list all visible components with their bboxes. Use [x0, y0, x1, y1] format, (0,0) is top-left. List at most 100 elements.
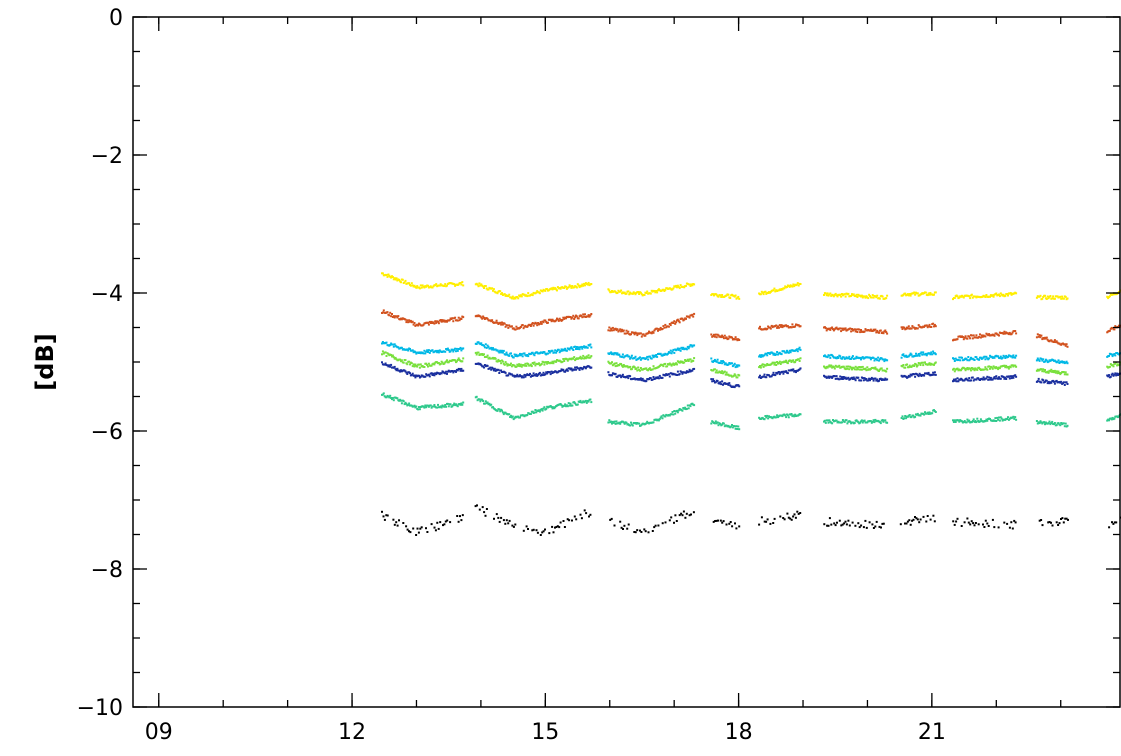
data-point: [388, 396, 391, 399]
data-point: [485, 508, 488, 510]
data-point: [397, 315, 400, 318]
data-point: [932, 371, 935, 374]
data-point: [924, 361, 926, 364]
data-point: [1041, 370, 1044, 373]
data-point: [477, 285, 480, 288]
data-point: [913, 291, 916, 294]
data-point: [953, 523, 956, 526]
data-point: [434, 320, 437, 323]
data-point: [536, 324, 539, 327]
data-point: [613, 420, 616, 423]
data-point: [455, 350, 457, 353]
data-point: [860, 524, 863, 527]
data-point: [505, 362, 508, 365]
data-point: [681, 372, 684, 375]
data-point: [584, 313, 586, 316]
data-point: [876, 378, 879, 381]
data-point: [529, 372, 531, 375]
data-point: [720, 360, 723, 363]
data-point: [395, 369, 398, 372]
data-point: [1108, 526, 1111, 529]
data-point: [404, 359, 407, 362]
data-point: [1036, 380, 1039, 383]
data-point: [456, 369, 459, 372]
data-point: [622, 421, 625, 424]
data-point: [1061, 517, 1064, 520]
data-point: [618, 353, 621, 356]
data-point: [504, 361, 507, 364]
data-point: [672, 348, 675, 351]
data-point: [632, 331, 635, 334]
data-point: [983, 368, 986, 371]
data-point: [867, 379, 870, 382]
data-point: [510, 325, 513, 328]
data-point: [536, 374, 539, 377]
data-point: [911, 325, 914, 328]
data-point: [394, 356, 397, 359]
data-point: [541, 409, 544, 412]
data-point: [963, 336, 966, 339]
data-point: [530, 323, 533, 326]
data-point: [630, 356, 632, 359]
data-point: [1049, 295, 1052, 297]
data-point: [620, 526, 623, 529]
data-point: [381, 342, 383, 345]
data-point: [388, 314, 391, 317]
data-point: [925, 520, 928, 523]
data-point: [446, 347, 449, 350]
data-point: [1063, 425, 1066, 428]
data-point: [458, 319, 461, 322]
data-point: [520, 365, 523, 368]
data-point: [574, 316, 577, 319]
data-point: [851, 356, 853, 359]
data-point: [457, 357, 460, 360]
data-point: [587, 281, 590, 284]
data-point: [1014, 330, 1017, 332]
data-point: [429, 404, 432, 407]
data-point: [912, 518, 915, 521]
data-point: [759, 374, 761, 377]
data-point: [581, 283, 584, 286]
data-point: [825, 329, 828, 332]
data-point: [1004, 332, 1007, 335]
data-point: [535, 373, 538, 376]
data-point: [1004, 376, 1007, 379]
data-point: [851, 355, 854, 358]
data-point: [570, 367, 573, 370]
data-point: [1113, 521, 1116, 524]
data-point: [924, 411, 926, 414]
data-point: [1009, 375, 1012, 378]
data-point: [439, 363, 442, 365]
data-point: [568, 348, 571, 351]
data-point: [997, 355, 1000, 358]
data-point: [872, 419, 875, 422]
data-point: [570, 317, 573, 320]
data-point: [855, 355, 858, 358]
data-point: [511, 295, 514, 298]
data-point: [913, 365, 916, 367]
data-point: [1040, 421, 1043, 424]
data-point: [455, 360, 458, 363]
data-point: [446, 284, 448, 287]
data-point: [693, 404, 696, 407]
data-point: [1050, 368, 1053, 371]
data-point: [683, 407, 686, 410]
data-point: [1065, 343, 1068, 346]
data-point: [886, 294, 889, 297]
data-point: [952, 380, 954, 383]
data-point: [854, 365, 857, 368]
data-point: [988, 333, 991, 336]
data-point: [635, 332, 638, 335]
data-point: [411, 365, 414, 368]
data-point: [439, 319, 442, 321]
data-point: [687, 347, 690, 350]
data-point: [1014, 374, 1017, 377]
data-point: [572, 314, 575, 317]
data-point: [869, 379, 871, 382]
data-point: [444, 520, 447, 523]
data-point: [847, 365, 850, 368]
data-point: [386, 514, 389, 517]
data-point: [874, 525, 877, 528]
data-point: [535, 529, 538, 532]
data-point: [831, 366, 834, 369]
